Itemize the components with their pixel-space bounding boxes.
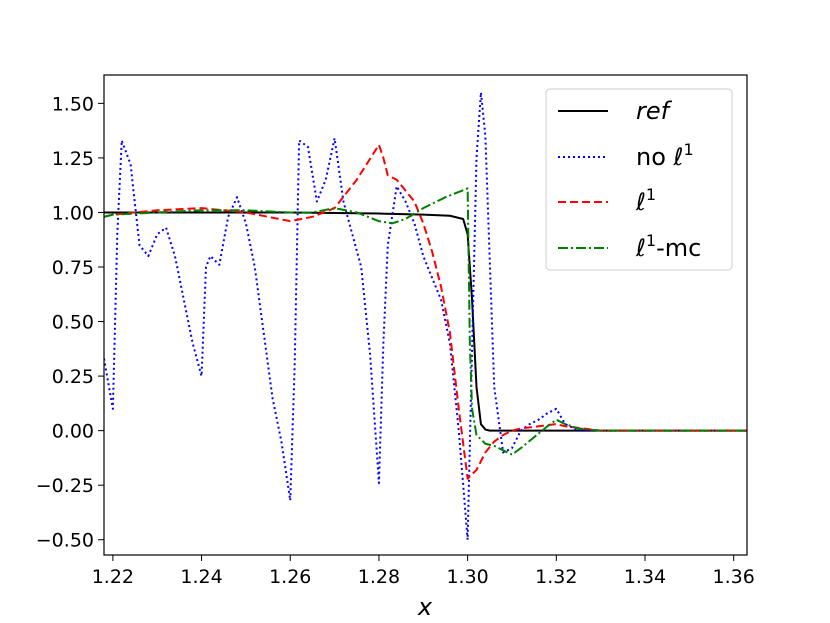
legend-box: [545, 88, 733, 271]
y-tick-label: 1.00: [52, 202, 94, 224]
x-tick-label: 1.30: [446, 566, 488, 588]
x-tick-label: 1.32: [535, 566, 577, 588]
x-tick-label: 1.36: [713, 566, 755, 588]
y-tick-label: 1.50: [52, 93, 94, 115]
y-tick-label: 1.25: [52, 148, 94, 170]
series-line-2: [104, 143, 747, 480]
plot-frame: [103, 74, 748, 556]
y-axis: −0.50 −0.25 0.00 0.25 0.50 0.75 1.00 1.25 1.50: [36, 93, 104, 552]
legend-label-l1: ℓ1: [635, 185, 656, 216]
x-tick-label: 1.26: [269, 566, 311, 588]
y-tick-label: −0.50: [36, 530, 94, 552]
legend-label-l1-mc: ℓ1-mc: [635, 231, 701, 262]
x-tick-label: 1.24: [180, 566, 222, 588]
x-axis-title: x: [417, 593, 433, 621]
x-tick-label: 1.34: [624, 566, 666, 588]
y-tick-label: 0.75: [52, 257, 94, 279]
legend: ref no ℓ1 ℓ1 ℓ1-mc: [545, 88, 733, 271]
y-tick-label: 0.25: [52, 366, 94, 388]
series-layer: [104, 91, 747, 541]
x-tick-label: 1.22: [92, 566, 134, 588]
series-line-1: [104, 91, 747, 541]
y-tick-label: −0.25: [36, 475, 94, 497]
x-tick-label: 1.28: [358, 566, 400, 588]
x-axis: 1.22 1.24 1.26 1.28 1.30 1.32 1.34 1.36: [92, 555, 755, 588]
y-tick-label: 0.50: [52, 312, 94, 334]
y-tick-label: 0.00: [52, 421, 94, 443]
series-line-3: [104, 187, 747, 456]
legend-label-ref: ref: [636, 97, 673, 125]
